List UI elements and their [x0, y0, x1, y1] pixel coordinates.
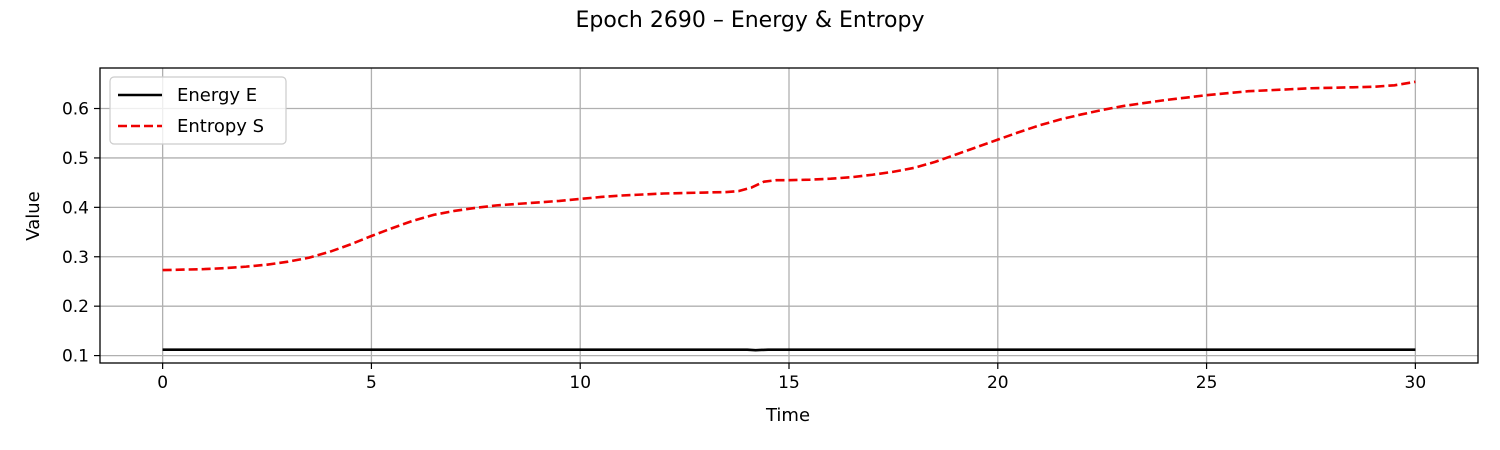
y-axis-label: Value [23, 191, 44, 240]
x-tick-label: 15 [778, 373, 800, 393]
x-tick-label: 25 [1196, 373, 1218, 393]
chart-title: Epoch 2690 – Energy & Entropy [576, 8, 925, 33]
y-tick-label: 0.5 [62, 149, 89, 169]
tick-layer: 0 5 10 15 20 25 30 0.1 0.2 0.3 0.4 0.5 0.6 [62, 100, 1426, 393]
y-tick-label: 0.4 [62, 198, 89, 218]
x-tick-label: 5 [366, 373, 377, 393]
legend: Energy E Entropy S [109, 76, 287, 145]
y-tick-label: 0.3 [62, 248, 89, 268]
x-tick-label: 30 [1405, 373, 1427, 393]
series-line-entropy [162, 80, 1416, 272]
y-tick-label: 0.6 [62, 100, 89, 120]
grid [100, 68, 1478, 363]
x-axis-label: Time [765, 405, 810, 426]
x-tick-label: 20 [987, 373, 1009, 393]
x-tick-label: 10 [569, 373, 591, 393]
y-tick-label: 0.2 [62, 297, 89, 317]
legend-label: Energy E [177, 85, 257, 106]
legend-label: Entropy S [177, 116, 264, 137]
y-tick-label: 0.1 [62, 347, 89, 367]
series-layer [162, 80, 1416, 352]
x-tick-label: 0 [157, 373, 168, 393]
